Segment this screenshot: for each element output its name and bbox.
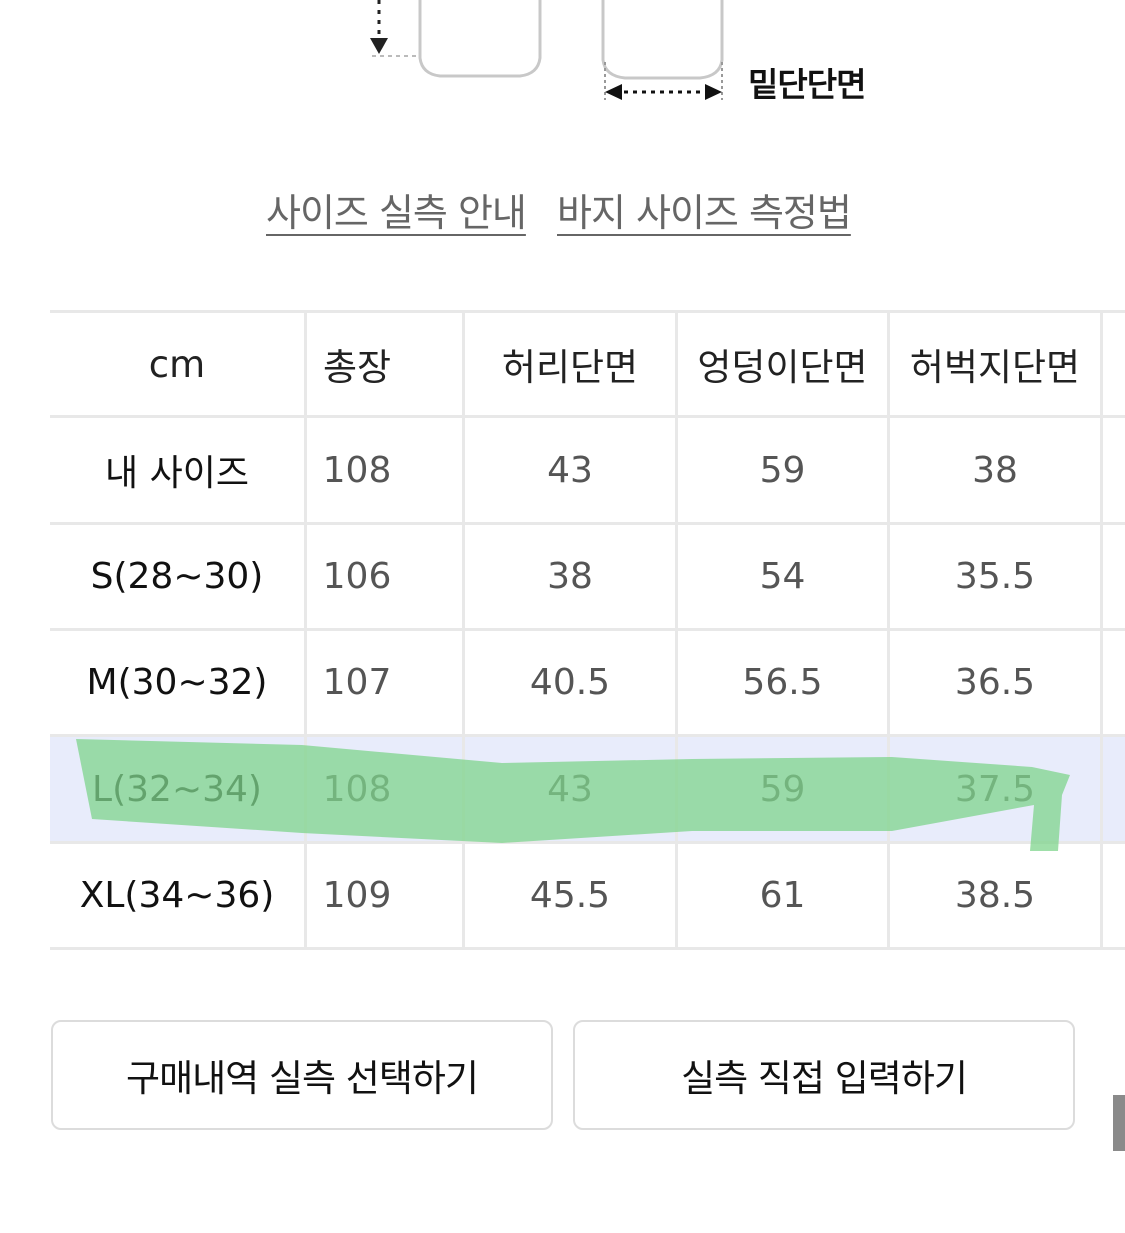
table-cell: 35.5 — [954, 556, 1036, 597]
size-table: cm 총장 허리단면 엉덩이단면 허벅지단면 내 사이즈 108 43 59 3… — [50, 310, 1125, 950]
guide-links: 사이즈 실측 안내 바지 사이즈 측정법 — [0, 182, 1125, 235]
row-divider — [50, 415, 1125, 418]
row-label-l: L(32~34) — [92, 768, 262, 810]
row-divider — [50, 522, 1125, 525]
table-cell: 43 — [547, 768, 593, 810]
table-cell: 36.5 — [954, 662, 1036, 703]
column-divider — [462, 310, 465, 950]
pants-measure-illustration — [370, 0, 724, 100]
table-cell: 108 — [322, 449, 392, 491]
row-divider — [50, 628, 1125, 631]
table-cell: 38.5 — [954, 875, 1036, 916]
header-total-length: 총장 — [322, 346, 392, 389]
row-divider — [50, 734, 1125, 737]
row-label-xl: XL(34~36) — [79, 875, 275, 916]
column-divider — [675, 310, 678, 950]
table-cell: 108 — [322, 768, 392, 810]
table-cell: 109 — [322, 875, 392, 916]
direct-input-button[interactable]: 실측 직접 입력하기 — [573, 1020, 1075, 1130]
size-guide-link[interactable]: 사이즈 실측 안내 — [266, 191, 527, 235]
table-cell: 38 — [972, 449, 1018, 491]
table-cell: 59 — [759, 768, 806, 810]
header-hip: 엉덩이단면 — [697, 346, 868, 389]
table-cell: 61 — [759, 875, 806, 916]
table-cell: 106 — [322, 556, 392, 597]
header-thigh: 허벅지단면 — [909, 346, 1081, 389]
column-divider — [1100, 310, 1103, 950]
table-cell: 45.5 — [529, 875, 611, 916]
header-waist: 허리단면 — [501, 346, 639, 389]
table-border — [50, 947, 1125, 950]
scrollbar[interactable] — [1113, 1095, 1125, 1151]
table-cell: 43 — [547, 449, 593, 491]
select-purchase-history-button[interactable]: 구매내역 실측 선택하기 — [51, 1020, 553, 1130]
hem-width-label: 밑단단면 — [748, 65, 866, 104]
column-divider — [887, 310, 890, 950]
table-cell: 59 — [759, 449, 806, 491]
table-cell: 56.5 — [742, 662, 823, 703]
header-unit: cm — [148, 342, 206, 386]
table-cell: 38 — [547, 556, 593, 597]
row-label-m: M(30~32) — [86, 662, 268, 703]
table-cell: 54 — [759, 556, 806, 597]
row-label-s: S(28~30) — [90, 556, 264, 597]
table-border — [50, 310, 1125, 313]
measure-method-link[interactable]: 바지 사이즈 측정법 — [557, 191, 852, 235]
table-cell: 40.5 — [529, 662, 611, 703]
table-cell: 107 — [322, 662, 392, 703]
table-cell: 37.5 — [954, 768, 1036, 810]
row-label-my-size: 내 사이즈 — [105, 453, 249, 494]
column-divider — [304, 310, 307, 950]
